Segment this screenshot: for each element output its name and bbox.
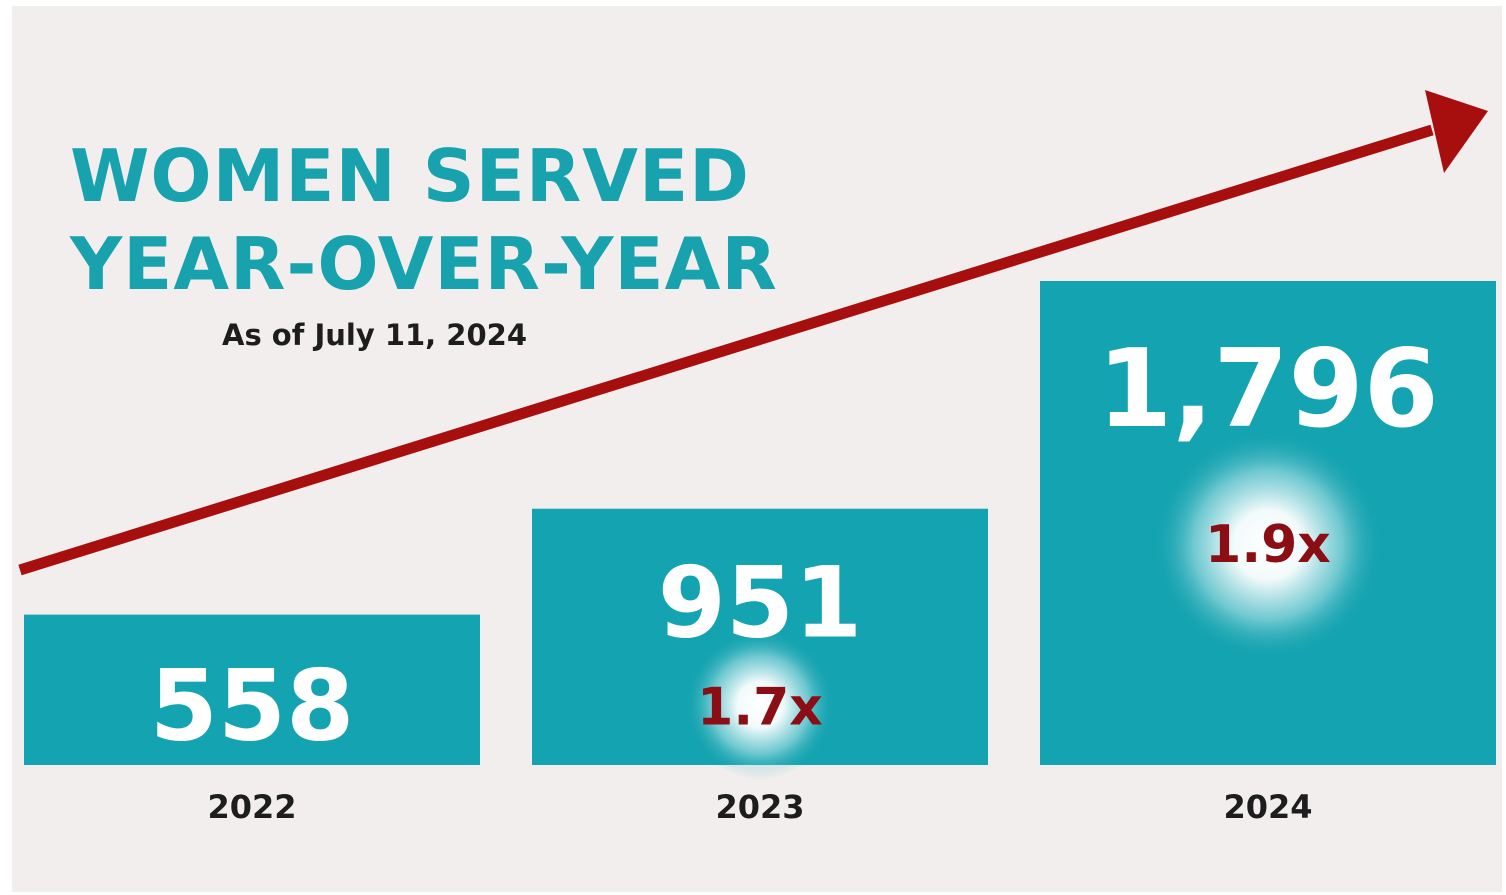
value-label-2024: 1,796 <box>1097 327 1439 452</box>
glow-2024 <box>1153 430 1383 660</box>
growth-label-2023: 1.7x <box>697 678 823 738</box>
bar-2022 <box>24 614 480 765</box>
bar-group-2022: 558 2022 <box>24 614 480 826</box>
trend-arrow <box>18 90 1488 576</box>
trend-arrow-head <box>1425 90 1488 173</box>
category-label-2022: 2022 <box>207 788 296 826</box>
chart-title-line-2: YEAR-OVER-YEAR <box>70 222 778 306</box>
value-label-2022: 558 <box>150 650 355 764</box>
chart-canvas: 558 2022 951 1.7x 2023 1,796 1.9x 2024 WOMEN SE… <box>12 6 1502 892</box>
value-label-2023: 951 <box>658 547 863 661</box>
category-label-2024: 2024 <box>1223 788 1312 826</box>
glow-2023 <box>685 629 835 780</box>
growth-label-2024: 1.9x <box>1205 515 1331 575</box>
chart-graphics: 558 2022 951 1.7x 2023 1,796 1.9x 2024 <box>18 90 1496 826</box>
chart-subtitle: As of July 11, 2024 <box>222 318 527 352</box>
bar-group-2024: 1,796 1.9x 2024 <box>1040 281 1496 826</box>
bar-group-2023: 951 1.7x 2023 <box>532 508 988 826</box>
trend-arrow-line <box>18 124 1434 576</box>
chart-title-line-1: WOMEN SERVED <box>70 134 750 218</box>
category-label-2023: 2023 <box>715 788 804 826</box>
